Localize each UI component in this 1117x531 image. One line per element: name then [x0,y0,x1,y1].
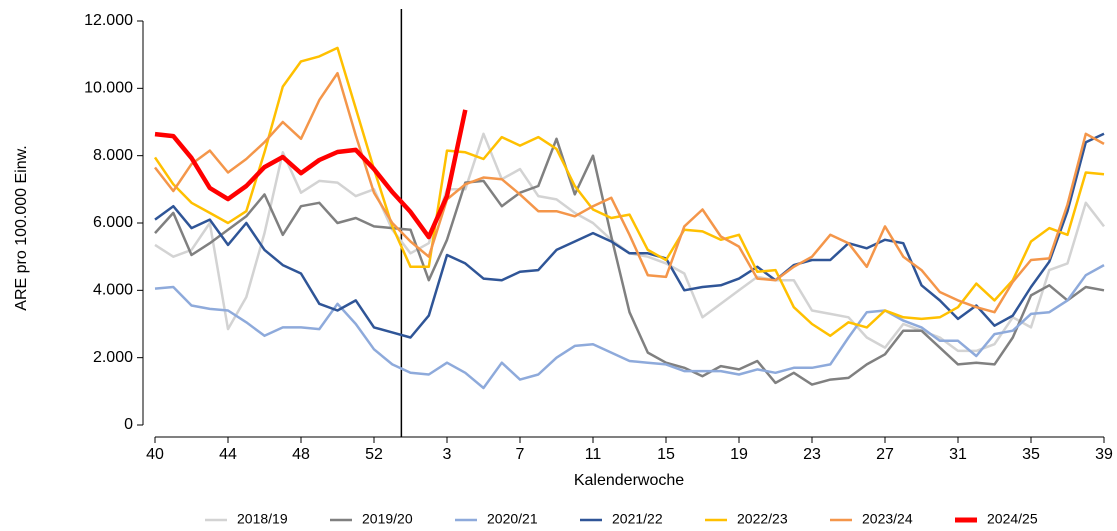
series-line [154,109,468,240]
x-tick-label: 19 [730,446,748,463]
x-tick-label: 23 [803,446,821,463]
y-axis-label: ARE pro 100.000 Einw. [13,145,30,310]
x-tick-label: 35 [1022,446,1040,463]
legend-label: 2020/21 [487,511,538,527]
y-tick-label: 2.000 [93,349,133,366]
y-tick-label: 4.000 [93,282,133,299]
legend-label: 2018/19 [237,511,288,527]
series-line [153,46,1105,338]
x-tick-label: 44 [219,446,237,463]
legend-label: 2022/23 [737,511,788,527]
x-tick-label: 39 [1095,446,1113,463]
x-tick-label: 31 [949,446,967,463]
legend-label: 2023/24 [862,511,913,527]
series-line [154,132,1105,339]
series-line [154,71,1105,314]
x-tick-label: 27 [876,446,894,463]
y-tick-label: 6.000 [93,214,133,231]
x-tick-label: 7 [516,446,525,463]
legend-label: 2019/20 [362,511,413,527]
legend-label: 2021/22 [612,511,663,527]
y-tick-label: 0 [124,416,133,433]
x-tick-label: 15 [657,446,675,463]
y-tick-label: 10.000 [84,80,133,97]
x-tick-label: 11 [585,446,602,463]
x-tick-label: 48 [292,446,310,463]
x-axis-label: Kalenderwoche [574,472,684,489]
series-line [154,264,1105,390]
series-line [154,132,1105,353]
legend-label: 2024/25 [987,511,1038,527]
x-tick-label: 52 [365,446,383,463]
y-tick-label: 12.000 [84,12,133,29]
y-tick-label: 8.000 [93,147,133,164]
series-line [154,137,1105,386]
x-tick-label: 40 [146,446,164,463]
x-tick-label: 3 [443,446,452,463]
